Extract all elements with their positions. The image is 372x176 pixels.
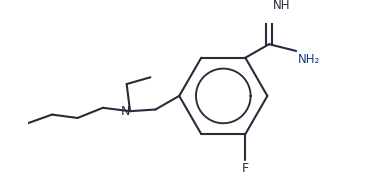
Text: NH: NH xyxy=(273,0,291,12)
Text: N: N xyxy=(120,105,130,118)
Text: F: F xyxy=(242,162,249,175)
Text: NH₂: NH₂ xyxy=(298,53,320,66)
